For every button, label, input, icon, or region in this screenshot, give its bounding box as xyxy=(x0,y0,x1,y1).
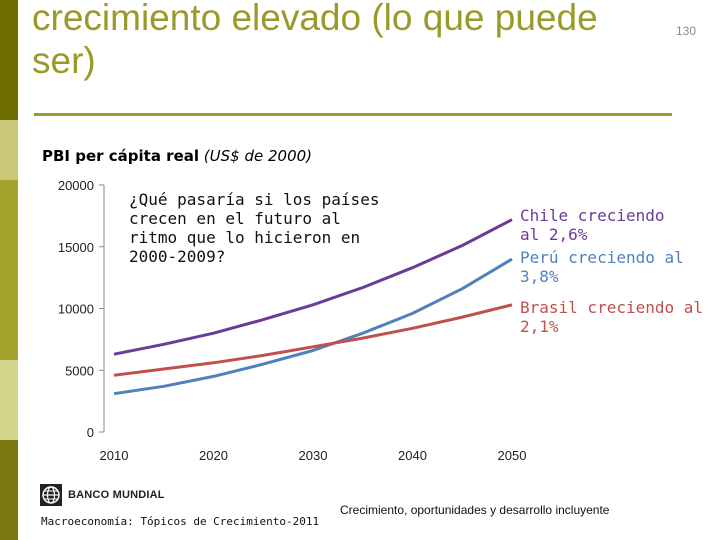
chart-title-main: PBI per cápita real xyxy=(42,147,200,165)
x-tick-label: 2040 xyxy=(398,448,427,463)
slide-title: crecimiento elevado (lo que puede ser) xyxy=(32,0,598,81)
logo-text: BANCO MUNDIAL xyxy=(68,489,165,501)
series-line-chile xyxy=(113,218,513,356)
footer-left: Macroeconomía: Tópicos de Crecimiento-20… xyxy=(41,515,320,528)
y-tick-label: 20000 xyxy=(58,178,94,193)
y-tick-label: 15000 xyxy=(58,240,94,255)
series-line-brasil xyxy=(113,303,513,377)
sidebar-decoration xyxy=(0,0,18,540)
y-tick-label: 10000 xyxy=(58,302,94,317)
sidebar-block-2 xyxy=(0,120,18,180)
label-peru: Perú creciendo al 3,8% xyxy=(520,248,684,286)
x-tick-label: 2030 xyxy=(299,448,328,463)
chart-title: PBI per cápita real (US$ de 2000) xyxy=(42,147,312,165)
title-underline xyxy=(34,113,672,116)
globe-icon xyxy=(40,484,62,506)
x-ticks: 2010 2020 2030 2040 2050 xyxy=(100,448,527,463)
x-tick-label: 2010 xyxy=(100,448,129,463)
sidebar-block-1 xyxy=(0,0,18,120)
chart-title-unit: (US$ de 2000) xyxy=(203,147,313,165)
y-tick-label: 0 xyxy=(87,425,94,440)
sidebar-block-4 xyxy=(0,360,18,440)
x-tick-label: 2020 xyxy=(199,448,228,463)
label-brasil: Brasil creciendo al 2,1% xyxy=(520,298,704,336)
sidebar-block-5 xyxy=(0,440,18,540)
world-bank-logo: BANCO MUNDIAL xyxy=(40,483,165,507)
y-tick-label: 5000 xyxy=(65,363,94,378)
slide-number: 130 xyxy=(676,24,697,38)
label-chile: Chile creciendo al 2,6% xyxy=(520,206,665,244)
x-tick-label: 2050 xyxy=(498,448,527,463)
chart-annotation: ¿Qué pasaría si los países crecen en el … xyxy=(129,190,380,266)
series-line-peru xyxy=(113,257,513,396)
y-ticks: 20000 15000 10000 5000 0 xyxy=(58,178,104,440)
sidebar-block-3 xyxy=(0,180,18,360)
footer-center: Crecimiento, oportunidades y desarrollo … xyxy=(340,503,610,517)
series-lines xyxy=(113,218,513,396)
